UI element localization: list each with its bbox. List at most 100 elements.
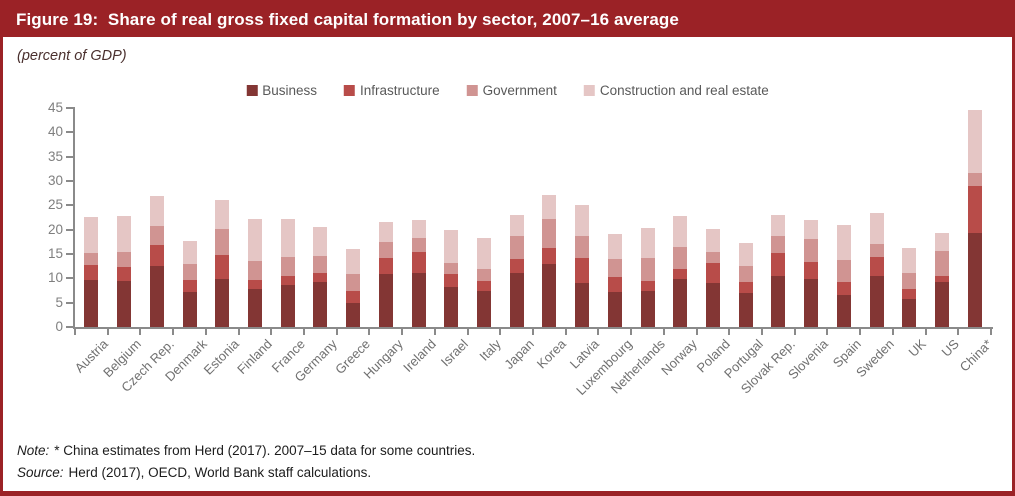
y-tick-label-0: 0 <box>55 319 63 334</box>
bar-segment-infrastructure <box>247 280 262 290</box>
bar-segment-construction-and-real-estate <box>411 219 426 239</box>
bar-segment-construction-and-real-estate <box>542 195 557 220</box>
bar-austria <box>84 217 99 327</box>
x-axis-line <box>73 327 993 329</box>
bar-segment-government <box>247 260 262 281</box>
bar-segment-government <box>84 253 99 266</box>
x-tick <box>270 329 273 335</box>
x-tick <box>303 329 305 335</box>
x-tick <box>826 329 829 335</box>
legend-item-infrastructure: Infrastructure <box>344 83 440 98</box>
bar-segment-business <box>869 275 884 327</box>
y-tick <box>66 155 73 158</box>
y-tick <box>66 204 73 207</box>
bar-germany <box>313 226 328 327</box>
bar-luxembourg <box>607 234 622 327</box>
y-tick <box>66 253 73 255</box>
bar-greece <box>346 248 361 327</box>
x-tick <box>761 329 763 335</box>
bar-segment-infrastructure <box>804 261 819 280</box>
bar-segment-government <box>869 243 884 258</box>
bar-ireland <box>411 219 426 327</box>
x-tick <box>990 329 992 335</box>
x-tick <box>466 329 469 335</box>
bar-segment-infrastructure <box>542 247 557 264</box>
legend-label: Business <box>262 83 318 98</box>
bar-segment-business <box>902 298 917 327</box>
bar-poland <box>705 228 720 327</box>
bar-segment-construction-and-real-estate <box>934 232 949 252</box>
bar-finland <box>247 219 262 327</box>
x-tick <box>172 329 175 335</box>
bar-segment-government <box>738 265 753 282</box>
bar-segment-business <box>280 285 295 327</box>
x-tick <box>891 329 894 335</box>
bar-segment-government <box>673 247 688 269</box>
bar-us <box>934 232 949 327</box>
bar-segment-business <box>705 283 720 327</box>
bar-segment-construction-and-real-estate <box>575 205 590 236</box>
bar-segment-infrastructure <box>509 259 524 273</box>
x-tick <box>368 329 371 335</box>
bar-segment-government <box>542 219 557 248</box>
x-tick <box>499 329 502 335</box>
bar-segment-business <box>836 294 851 327</box>
bar-italy <box>476 238 491 327</box>
bar-segment-business <box>247 289 262 327</box>
bar-segment-government <box>934 251 949 277</box>
bar-segment-construction-and-real-estate <box>869 212 884 244</box>
bar-spain <box>836 225 851 327</box>
x-tick <box>106 329 109 335</box>
bar-portugal <box>738 243 753 327</box>
bar-israel <box>444 230 459 327</box>
bar-segment-infrastructure <box>869 257 884 276</box>
legend-swatch-icon <box>246 85 258 96</box>
bar-segment-business <box>542 263 557 327</box>
bar-segment-construction-and-real-estate <box>280 218 295 257</box>
chart-plot-area: 0 5 10 15 20 25 30 35 40 45 Austria Belgium Czech Re… <box>48 100 995 398</box>
bar-segment-government <box>836 259 851 283</box>
bar-segment-government <box>607 258 622 277</box>
bar-segment-infrastructure <box>149 244 164 267</box>
bar-japan <box>509 215 524 327</box>
bar-segment-construction-and-real-estate <box>84 217 99 254</box>
bar-segment-construction-and-real-estate <box>149 196 164 227</box>
bar-sweden <box>869 212 884 327</box>
bar-segment-business <box>346 302 361 327</box>
legend-label: Construction and real estate <box>599 83 769 98</box>
bar-segment-government <box>967 173 982 186</box>
y-tick <box>66 326 73 328</box>
bar-segment-infrastructure <box>378 258 393 275</box>
bar-segment-government <box>444 262 459 275</box>
y-tick-label-15: 15 <box>47 246 63 261</box>
y-tick-label-35: 35 <box>47 148 63 164</box>
x-tick <box>630 329 633 335</box>
legend-item-business: Business <box>246 83 317 98</box>
bar-hungary <box>378 222 393 327</box>
bar-segment-government <box>509 236 524 260</box>
bar-segment-construction-and-real-estate <box>346 248 361 275</box>
y-axis-line <box>73 107 75 329</box>
y-tick-label-30: 30 <box>47 173 63 188</box>
y-tick-label-5: 5 <box>55 294 63 310</box>
bar-china- <box>967 110 982 327</box>
note-line: Note: * China estimates from Herd (2017).… <box>17 443 475 458</box>
legend-swatch-icon <box>344 85 356 96</box>
bar-segment-construction-and-real-estate <box>215 199 230 230</box>
x-tick <box>662 329 665 335</box>
bar-segment-government <box>411 238 426 253</box>
x-tick <box>728 329 731 335</box>
bar-segment-infrastructure <box>280 275 295 286</box>
bar-segment-government <box>117 252 132 268</box>
bar-segment-government <box>378 241 393 259</box>
bar-segment-construction-and-real-estate <box>117 215 132 253</box>
bar-belgium <box>117 215 132 327</box>
bar-segment-infrastructure <box>640 280 655 291</box>
bar-segment-government <box>771 236 786 253</box>
bar-segment-infrastructure <box>836 282 851 295</box>
bar-segment-business <box>182 292 197 327</box>
bar-segment-government <box>280 256 295 276</box>
bar-segment-business <box>640 290 655 327</box>
bar-segment-business <box>575 283 590 327</box>
